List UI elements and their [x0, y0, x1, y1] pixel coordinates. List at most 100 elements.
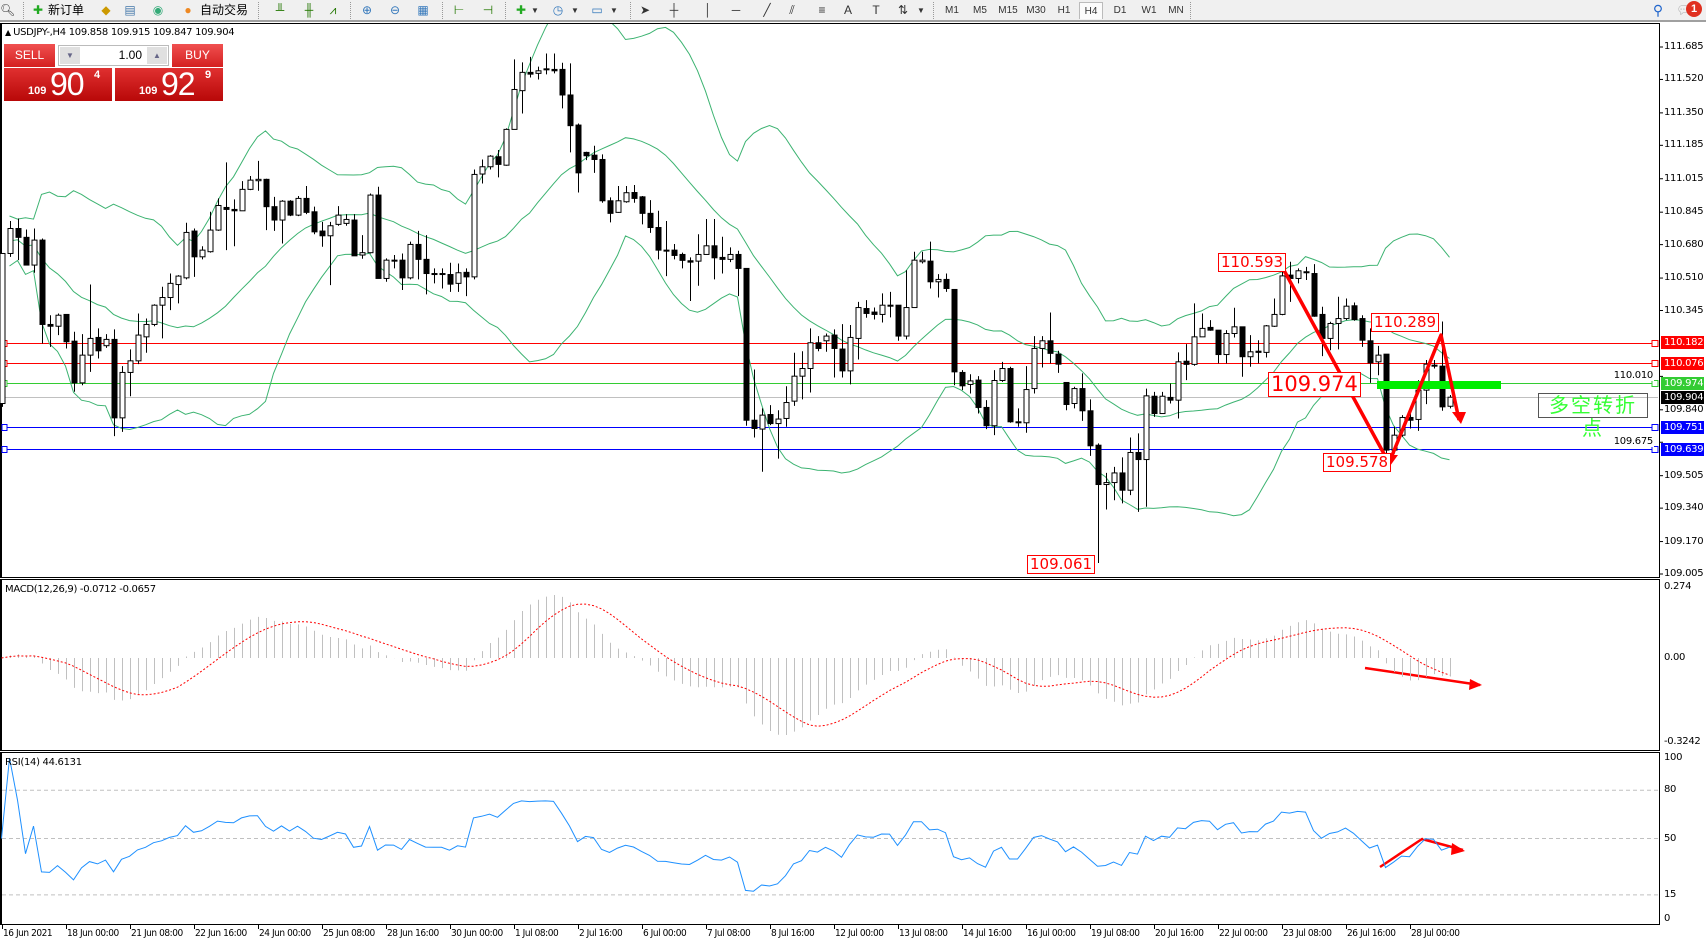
lot-size-input[interactable]: 1.00 — [118, 48, 142, 62]
annotation-swing-high[interactable]: 110.289 — [1371, 313, 1440, 332]
annotation-low[interactable]: 109.061 — [1027, 555, 1096, 574]
timeframe-w1[interactable]: W1 — [1141, 5, 1157, 16]
text-label-icon[interactable]: T — [872, 3, 880, 17]
candle — [831, 329, 838, 378]
candle-body-bullish — [7, 228, 14, 254]
macd-panel[interactable] — [0, 579, 1660, 751]
signals-icon[interactable]: ◉ — [152, 3, 164, 17]
tile-windows-icon[interactable]: ▦ — [417, 3, 429, 17]
candle — [1263, 325, 1270, 358]
candle-body-bearish — [463, 271, 470, 278]
buy-button[interactable]: BUY — [172, 44, 223, 68]
lot-increase-icon[interactable]: ▲ — [147, 47, 167, 64]
timeframe-m15[interactable]: M15 — [998, 5, 1018, 16]
candle — [359, 235, 366, 259]
annotation-pivot[interactable]: 109.974 — [1268, 372, 1361, 397]
trendline-icon[interactable]: ╱ — [763, 3, 771, 17]
search-icon[interactable]: ⚲ — [1652, 2, 1664, 18]
vertical-line-icon[interactable]: │ — [704, 3, 712, 17]
notification-badge[interactable]: 1 — [1686, 1, 1702, 17]
new-order-button[interactable]: 新订单 — [48, 3, 85, 17]
auto-trading-button[interactable]: 自动交易 — [200, 3, 249, 17]
arrowhead-icon — [1452, 412, 1466, 424]
candle — [431, 268, 438, 284]
lot-decrease-icon[interactable]: ▼ — [60, 47, 80, 64]
timeframe-m5[interactable]: M5 — [973, 5, 987, 16]
candle — [511, 59, 518, 130]
timeframe-h1[interactable]: H1 — [1057, 5, 1071, 16]
candle — [1079, 373, 1086, 421]
lot-size-stepper[interactable]: ▼ 1.00 ▲ — [58, 45, 169, 66]
timeframe-d1[interactable]: D1 — [1113, 5, 1127, 16]
turning-point-label[interactable]: 多空转折点 — [1538, 393, 1648, 440]
templates-icon[interactable]: ▭ — [591, 3, 603, 17]
horizontal-line-icon[interactable]: ─ — [731, 3, 741, 17]
collapse-triangle-icon[interactable]: ▲ — [5, 28, 14, 37]
sell-button[interactable]: SELL — [4, 44, 55, 68]
auto-scroll-icon[interactable]: ⊣ — [482, 3, 494, 17]
candle — [663, 221, 670, 277]
price-axis-label: 110.010 — [1612, 370, 1654, 382]
annotation-swing-low[interactable]: 109.578 — [1323, 453, 1392, 472]
candle — [919, 251, 926, 264]
candle-body-bullish — [1447, 396, 1454, 407]
timeframe-h4[interactable]: H4 — [1079, 2, 1103, 19]
annotation-high[interactable]: 110.593 — [1218, 253, 1287, 272]
chevron-down-icon[interactable]: ▼ — [531, 6, 539, 15]
candle-body-bearish — [1119, 472, 1126, 491]
new-order-icon[interactable]: ✚ — [32, 3, 44, 17]
rsi-panel[interactable] — [0, 752, 1660, 925]
chevron-down-icon[interactable]: ▼ — [917, 6, 925, 15]
candle — [751, 369, 758, 438]
zoom-in-icon[interactable]: ⊕ — [361, 3, 373, 17]
market-watch-icon[interactable]: ▤ — [124, 3, 136, 17]
candle-body-bearish — [15, 228, 22, 238]
candlestick-chart-icon[interactable]: ╫ — [304, 3, 314, 17]
timeframe-mn[interactable]: MN — [1168, 5, 1184, 16]
crosshair-icon[interactable]: ┼ — [669, 3, 679, 17]
rsi-axis-label: 100 — [1664, 752, 1683, 763]
candle-body-bullish — [479, 166, 486, 175]
candle-body-bearish — [1007, 368, 1014, 423]
equidistant-channel-icon[interactable]: ⫽ — [789, 3, 795, 17]
candle — [399, 253, 406, 291]
chart-shift-icon[interactable]: ⊢ — [453, 3, 465, 17]
candle — [463, 268, 470, 297]
candle — [535, 66, 542, 80]
fibonacci-icon[interactable]: ≡ — [818, 3, 826, 17]
timeframe-m1[interactable]: M1 — [945, 5, 959, 16]
candle-body-bullish — [967, 380, 974, 385]
line-chart-icon[interactable]: ⩘ — [329, 3, 337, 17]
candle — [1215, 329, 1222, 364]
chevron-down-icon[interactable]: ▼ — [571, 6, 579, 15]
candle-body-bullish — [127, 360, 134, 373]
bar-chart-icon[interactable]: ╨ — [275, 3, 285, 17]
text-icon[interactable]: A — [843, 3, 852, 17]
buy-price[interactable]: 109 92 9 — [115, 66, 223, 102]
candle — [1119, 457, 1126, 504]
metaeditor-icon[interactable]: ◆ — [101, 3, 111, 17]
candle-body-bearish — [231, 208, 238, 212]
chevron-down-icon[interactable]: ▼ — [610, 6, 618, 15]
candle-body-bullish — [1375, 354, 1382, 363]
macd-axis-label: 0.00 — [1664, 651, 1686, 663]
time-axis-label: 19 Jul 08:00 — [1091, 928, 1140, 939]
candle-body-bullish — [799, 368, 806, 377]
price-tag-109.974: 109.974 — [1661, 376, 1704, 390]
cursor-icon[interactable]: ➤ — [639, 3, 651, 17]
sell-price[interactable]: 109 90 4 — [4, 66, 112, 102]
candle — [1199, 313, 1206, 338]
candle — [703, 219, 710, 255]
candle — [551, 53, 558, 74]
zoom-icon[interactable]: 🔍︎ — [0, 3, 16, 17]
arrows-icon[interactable]: ⇅ — [897, 3, 909, 17]
timeframe-m30[interactable]: M30 — [1026, 5, 1046, 16]
auto-trading-icon[interactable]: ● — [184, 3, 192, 17]
price-axis-label: 110.510 — [1664, 272, 1704, 284]
indicators-icon[interactable]: ✚ — [515, 3, 527, 17]
candle — [991, 370, 998, 436]
toolbar-separator — [630, 2, 631, 19]
bollinger-upper — [9, 24, 1450, 327]
zoom-out-icon[interactable]: ⊖ — [389, 3, 401, 17]
periodicity-clock-icon[interactable]: ◷ — [552, 3, 564, 17]
